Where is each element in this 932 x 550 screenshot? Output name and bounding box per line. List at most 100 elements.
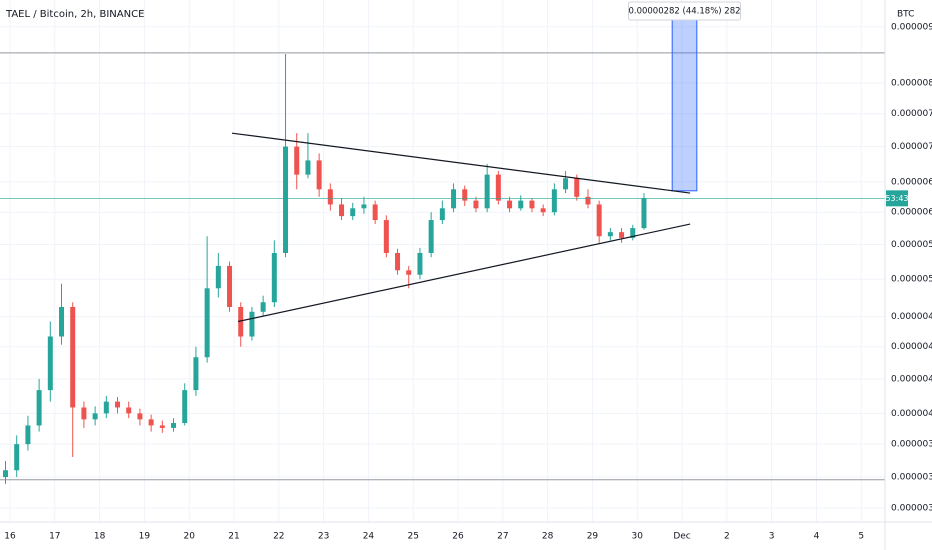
candle-body (271, 252, 277, 303)
plot-area (0, 0, 885, 522)
candle-body (305, 160, 311, 175)
candle-body (428, 220, 434, 253)
candle-body (596, 204, 602, 237)
candle-body (126, 407, 132, 414)
candle-body (294, 146, 300, 175)
x-tick-label: 29 (587, 532, 599, 542)
candle-body (339, 204, 345, 217)
y-tick-label: 0.00000490 (891, 312, 932, 322)
candle-body (518, 200, 524, 209)
candle-body (439, 208, 445, 221)
x-tick-label: 30 (632, 532, 644, 542)
x-tick-label: 5 (858, 532, 864, 542)
candle-body (36, 390, 42, 426)
candle-body (395, 252, 401, 271)
y-tick-label: 0.00000328 (891, 503, 932, 513)
candle-body (115, 401, 121, 408)
x-tick-label: 4 (814, 532, 820, 542)
candle-body (193, 357, 199, 391)
y-tick-label: 0.00000610 (891, 208, 932, 218)
x-tick-label: 25 (407, 532, 418, 542)
candle-body (249, 311, 255, 337)
x-tick-label: 23 (318, 532, 329, 542)
candle-body (551, 189, 557, 213)
x-tick-label: 28 (542, 532, 554, 542)
x-tick-label: 22 (273, 532, 284, 542)
measure-box (671, 15, 698, 192)
trend-line (237, 223, 691, 323)
candle-body (507, 200, 513, 209)
candle-body (417, 252, 423, 275)
candle-body (630, 228, 636, 238)
x-tick-label: 16 (4, 532, 16, 542)
x-tick-label: 21 (228, 532, 239, 542)
y-tick-label: 0.00000400 (891, 409, 932, 419)
candle-body (406, 270, 412, 275)
y-tick-label: 0.00000350 (891, 473, 932, 483)
x-tick-label: 20 (183, 532, 195, 542)
candle-body (383, 220, 389, 253)
chart-title: TAEL / Bitcoin, 2h, BINANCE (5, 9, 144, 20)
measure-label-box (628, 1, 742, 21)
y-tick-label: 0.00000800 (891, 78, 932, 88)
candle-body (574, 178, 580, 197)
candle-body (14, 444, 20, 471)
candle-body (451, 189, 457, 209)
countdown: 53:43 (885, 194, 908, 203)
x-tick-label: 24 (363, 532, 375, 542)
y-tick-label: 0.00000460 (891, 342, 932, 352)
candle-body (372, 204, 378, 221)
candle-body (585, 196, 591, 205)
candle-body (619, 232, 625, 238)
y-tick-label: 0.00000650 (891, 177, 932, 187)
candle-body (25, 425, 31, 445)
x-tick-label: 2 (724, 532, 730, 542)
candle-body (159, 425, 165, 428)
candle-body (81, 407, 87, 420)
y-tick-label: 0.00000530 (891, 275, 932, 285)
candle-body (529, 200, 535, 209)
candle-body (3, 470, 9, 478)
candle-body (473, 200, 479, 209)
candle-body (327, 189, 333, 205)
countdown-box (886, 190, 908, 207)
x-tick-label: 19 (139, 532, 151, 542)
candle-body (316, 160, 322, 190)
candle-body (563, 178, 569, 190)
trend-line (231, 132, 691, 194)
candle-body (238, 306, 244, 337)
x-tick-label: Dec (673, 532, 690, 542)
candle-body (260, 302, 266, 312)
candle-body (540, 208, 546, 213)
candle-body (47, 336, 53, 391)
candle-body (227, 265, 233, 307)
y-tick-label: 0.00000900 (891, 22, 932, 32)
candle-body (92, 413, 98, 420)
candle-body (70, 306, 76, 408)
candle-body (137, 413, 143, 420)
candle-body (182, 390, 188, 424)
x-tick-label: 18 (94, 532, 106, 542)
candle-body (361, 204, 367, 209)
candle-body (283, 146, 289, 253)
candle-body (462, 189, 468, 201)
candle-body (215, 265, 221, 289)
y-tick-label: 0.00000750 (891, 109, 932, 119)
currency-label: BTC (897, 10, 914, 20)
x-tick-label: 26 (452, 532, 464, 542)
candle-body (484, 174, 490, 209)
x-tick-label: 3 (769, 532, 775, 542)
candle-body (641, 198, 647, 229)
x-tick-label: 17 (49, 532, 60, 542)
candle-body (204, 288, 210, 358)
y-tick-label: 0.00000430 (891, 374, 932, 384)
candle-body (148, 419, 154, 426)
y-tick-label: 0.00000570 (891, 240, 932, 250)
candle-body (171, 423, 177, 428)
y-tick-label: 0.00000375 (891, 440, 932, 450)
y-tick-label: 0.00000700 (891, 142, 932, 152)
candle-body (350, 208, 356, 217)
